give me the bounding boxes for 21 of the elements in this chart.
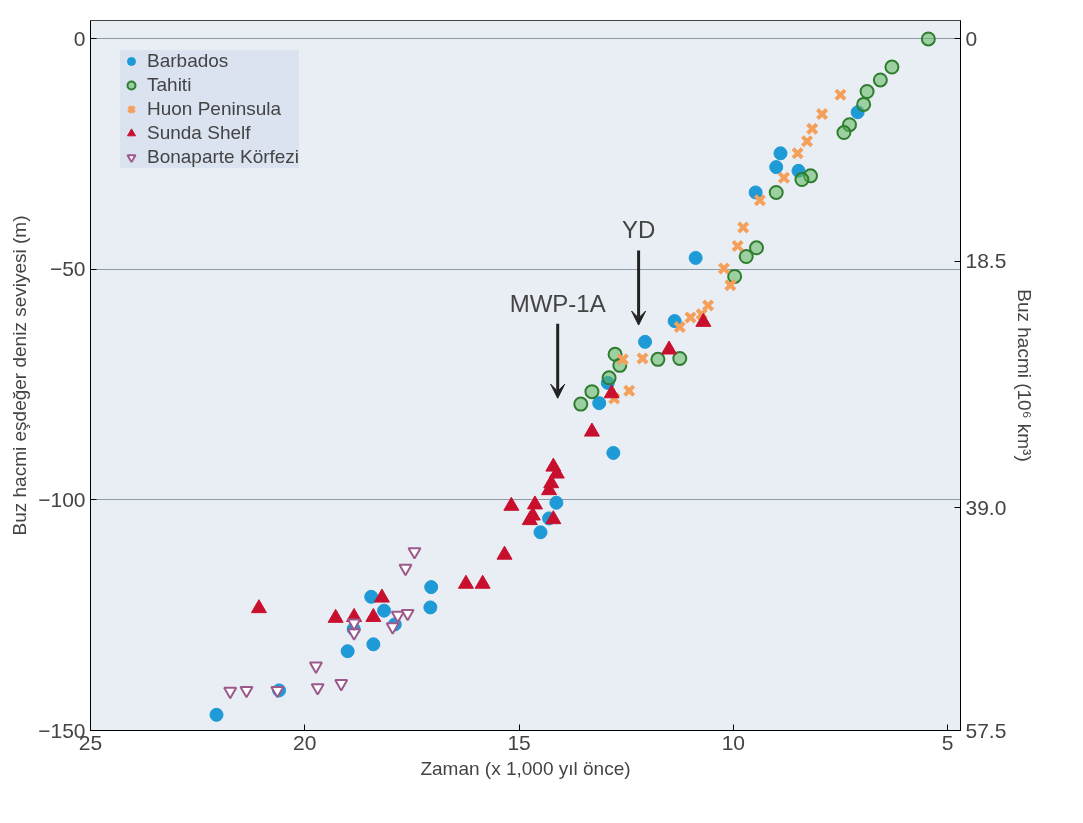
legend-label: Tahiti [147, 74, 192, 96]
x-tick-label: 15 [507, 730, 531, 754]
y2-axis-title: Buz hacmi (10⁶ km³) [1014, 289, 1036, 462]
legend-label: Bonaparte Körfezi [147, 146, 300, 168]
y-tick-label: −50 [49, 257, 86, 281]
x-tick-label: 5 [941, 730, 954, 754]
legend-label: Huon Peninsula [147, 98, 282, 120]
x-tick-label: 20 [293, 730, 317, 754]
x-tick-label: 10 [721, 730, 746, 754]
x-axis-title: Zaman (x 1,000 yıl önce) [420, 757, 631, 779]
legend-label: Barbados [147, 50, 229, 72]
y2-tick-label: 39.0 [965, 495, 1007, 519]
y-tick-label: −100 [38, 487, 86, 511]
y2-tick-label: 18.5 [965, 249, 1007, 273]
y2-tick-label: 57.5 [965, 718, 1007, 742]
y-axis-title: Buz hacmi eşdeğer deniz seviyesi (m) [9, 215, 31, 536]
annotation: MWP-1A [509, 289, 606, 317]
y2-tick-label: 0 [965, 26, 978, 50]
y-tick-label: 0 [73, 26, 86, 50]
annotation: YD [621, 216, 656, 244]
legend-label: Sunda Shelf [147, 122, 251, 144]
